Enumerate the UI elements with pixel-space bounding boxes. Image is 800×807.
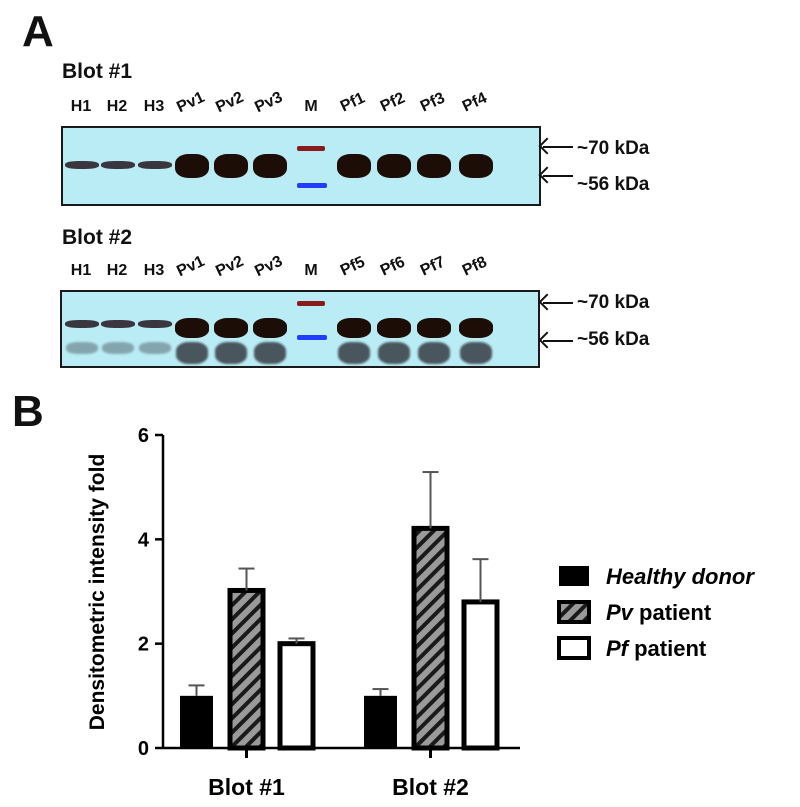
lane-label: H1	[70, 98, 92, 115]
protein-band	[253, 154, 287, 178]
bar-pv-patient	[411, 525, 450, 751]
marker-band-56	[297, 183, 327, 188]
lower-band-smear	[176, 342, 208, 364]
blot1-title: Blot #1	[62, 60, 133, 83]
legend-swatch	[559, 566, 589, 586]
legend-label-2: Pf patient	[606, 636, 707, 661]
arrow-56kda-icon	[543, 340, 573, 342]
y-axis-label: Densitometric intensity fold	[86, 454, 109, 731]
arrow-70kda-icon	[543, 302, 573, 304]
protein-band	[65, 161, 99, 169]
lane-label: M	[304, 98, 318, 115]
lower-band-smear	[215, 342, 247, 364]
protein-band	[101, 320, 135, 328]
lane-label: H3	[143, 262, 165, 279]
protein-band	[337, 154, 371, 178]
lower-band-smear	[338, 342, 370, 364]
protein-band	[377, 154, 411, 178]
blot1-marker-56: ~56 kDa	[577, 174, 650, 195]
arrow-56kda-icon	[543, 175, 573, 177]
legend-label-1: Pv patient	[606, 600, 712, 625]
lower-band-smear	[102, 342, 134, 354]
lower-band-smear	[460, 342, 492, 364]
protein-band	[377, 318, 411, 338]
marker-band-56	[297, 335, 327, 340]
protein-band	[101, 161, 135, 169]
lane-label: H3	[143, 98, 165, 115]
protein-band	[175, 318, 209, 338]
bar-pf-patient	[277, 641, 316, 751]
legend-label-0: Healthy donor	[606, 564, 755, 589]
panel-a-letter: A	[22, 7, 54, 56]
protein-band	[417, 154, 451, 178]
protein-band	[175, 154, 209, 178]
protein-band	[459, 154, 493, 178]
lane-label: M	[304, 262, 318, 279]
panel-b-letter: B	[12, 387, 44, 436]
x-tick-label: Blot #1	[208, 774, 285, 800]
bar-healthy-donor	[364, 695, 397, 748]
protein-band	[417, 318, 451, 338]
arrow-70kda-icon	[543, 146, 573, 148]
bar-healthy-donor	[180, 695, 213, 748]
blot2-title: Blot #2	[62, 226, 133, 249]
blot2-membrane	[60, 290, 540, 368]
marker-band-70	[297, 301, 325, 306]
bar-pf-patient	[461, 599, 500, 751]
legend-swatch	[557, 636, 591, 660]
x-tick-label: Blot #2	[392, 774, 469, 800]
blot1-marker-70: ~70 kDa	[577, 138, 650, 159]
protein-band	[214, 318, 248, 338]
y-tick-label: 2	[138, 634, 149, 656]
lane-label: H1	[70, 262, 92, 279]
protein-band	[337, 318, 371, 338]
protein-band	[138, 161, 172, 169]
lower-band-smear	[66, 342, 98, 354]
protein-band	[253, 318, 287, 338]
lower-band-smear	[418, 342, 450, 364]
lower-band-smear	[378, 342, 410, 364]
lane-label: H2	[106, 98, 128, 115]
lane-label: H2	[106, 262, 128, 279]
legend-swatch	[557, 600, 591, 624]
y-tick-label: 0	[138, 738, 149, 760]
marker-band-70	[297, 146, 325, 151]
lower-band-smear	[254, 342, 286, 364]
blot1-membrane	[61, 126, 541, 206]
protein-band	[214, 154, 248, 178]
blot2-marker-56: ~56 kDa	[577, 329, 650, 350]
protein-band	[459, 318, 493, 338]
y-tick-label: 6	[138, 425, 149, 447]
lower-band-smear	[139, 342, 171, 354]
protein-band	[65, 320, 99, 328]
bar-pv-patient	[227, 587, 266, 751]
protein-band	[138, 320, 172, 328]
blot2-marker-70: ~70 kDa	[577, 292, 650, 313]
y-tick-label: 4	[138, 529, 150, 551]
